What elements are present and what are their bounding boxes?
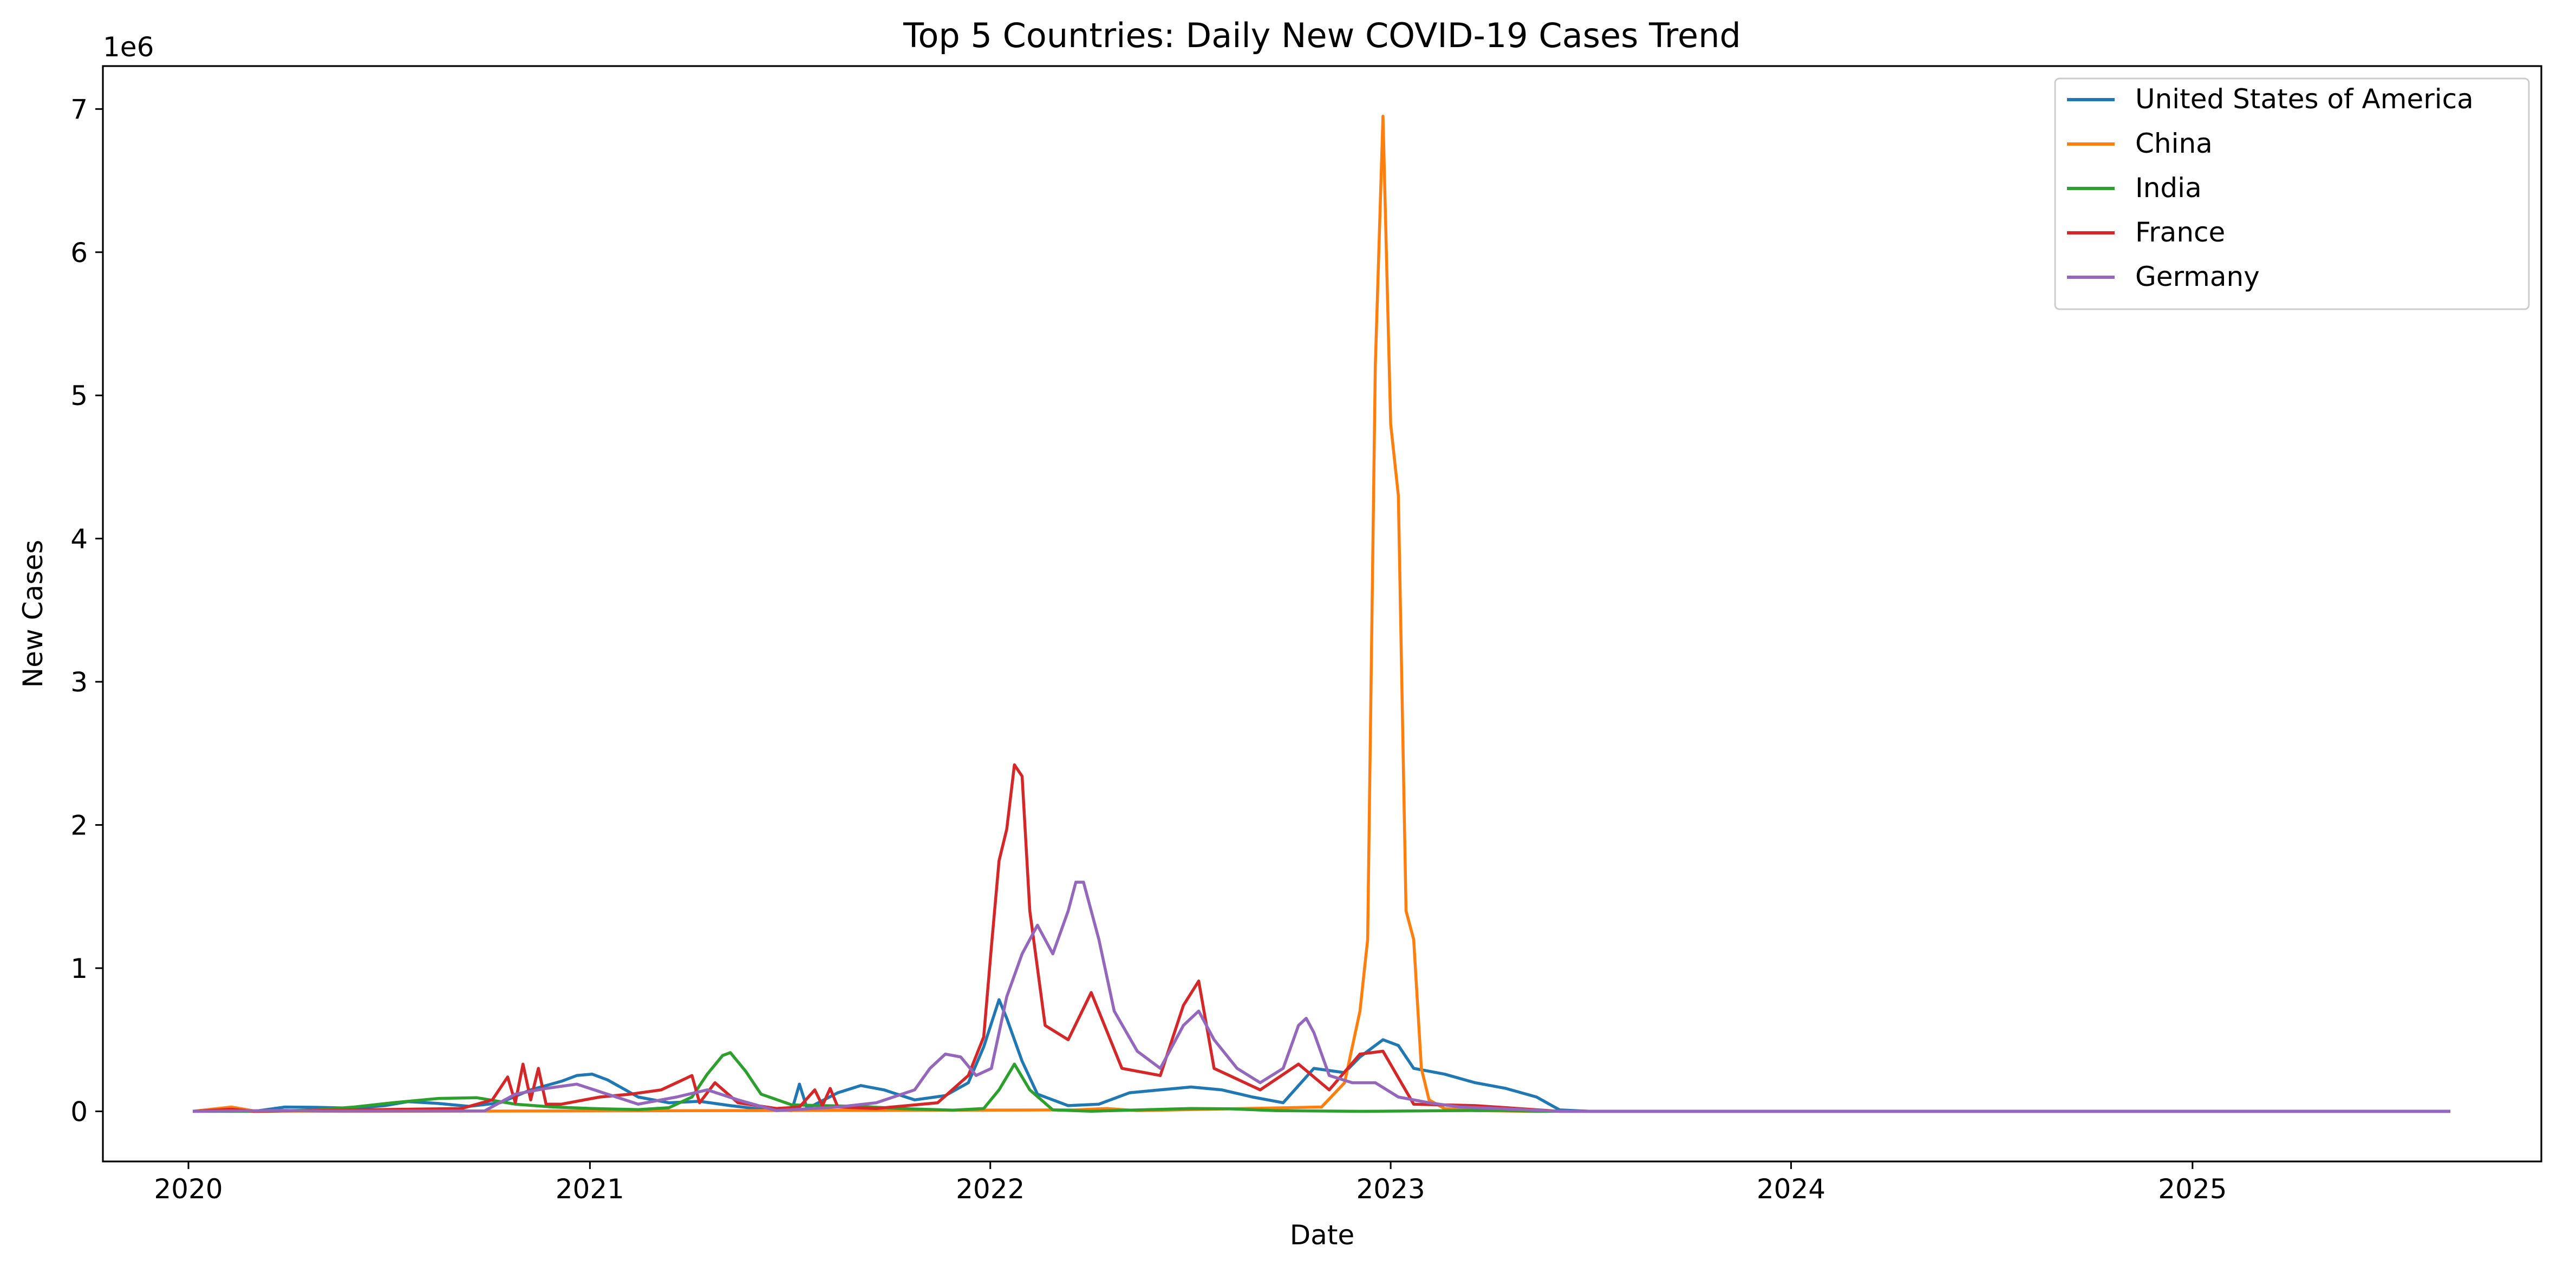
legend-label: France	[2135, 217, 2225, 248]
legend-label: Germany	[2135, 261, 2260, 292]
legend-label: India	[2135, 172, 2202, 204]
x-tick-label: 2024	[1757, 1173, 1825, 1205]
x-tick-label: 2020	[154, 1173, 223, 1205]
legend: United States of America China India France…	[2054, 77, 2530, 310]
y-axis-offset-label: 1e6	[103, 31, 154, 63]
legend-box	[2054, 77, 2530, 310]
x-tick-label: 2023	[1356, 1173, 1425, 1205]
legend-label: United States of America	[2135, 83, 2474, 115]
y-tick-label: 2	[70, 810, 88, 841]
legend-label: China	[2135, 128, 2213, 159]
plot-frame	[102, 65, 2542, 1163]
y-tick-label: 0	[70, 1096, 88, 1127]
y-tick-label: 4	[70, 524, 88, 555]
y-tick-label: 5	[70, 380, 88, 412]
series-line-india	[193, 1051, 2450, 1113]
y-tick-label: 6	[70, 237, 88, 269]
y-tick-label: 1	[70, 953, 88, 984]
series-line-germany	[193, 880, 2450, 1113]
x-tick-label: 2025	[2158, 1173, 2227, 1205]
y-tick-label: 7	[70, 94, 88, 125]
axes-layer: 2020 2021 2022 2023 2024 2025 0 1 2 3 4 5 6 7	[70, 94, 2227, 1205]
x-axis-label: Date	[1290, 1219, 1355, 1251]
series-layer	[192, 114, 2450, 1113]
chart-title: Top 5 Countries: Daily New COVID-19 Case…	[903, 16, 1741, 55]
y-tick-label: 3	[70, 667, 88, 698]
y-axis-label: New Cases	[17, 540, 49, 688]
x-tick-label: 2021	[556, 1173, 624, 1205]
series-line-france	[192, 763, 2450, 1113]
x-tick-label: 2022	[956, 1173, 1025, 1205]
